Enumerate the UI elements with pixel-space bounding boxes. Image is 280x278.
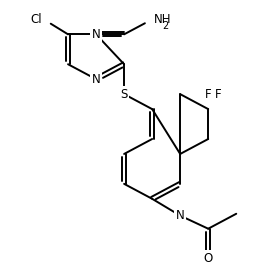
Text: F: F bbox=[215, 88, 222, 101]
Text: Cl: Cl bbox=[30, 13, 42, 26]
Text: N: N bbox=[92, 73, 101, 86]
Text: N: N bbox=[92, 28, 101, 41]
Text: N: N bbox=[176, 209, 185, 222]
Text: NH: NH bbox=[154, 13, 172, 26]
Text: S: S bbox=[120, 88, 128, 101]
Text: O: O bbox=[204, 252, 213, 265]
Text: F: F bbox=[205, 88, 211, 101]
Text: 2: 2 bbox=[162, 21, 169, 31]
